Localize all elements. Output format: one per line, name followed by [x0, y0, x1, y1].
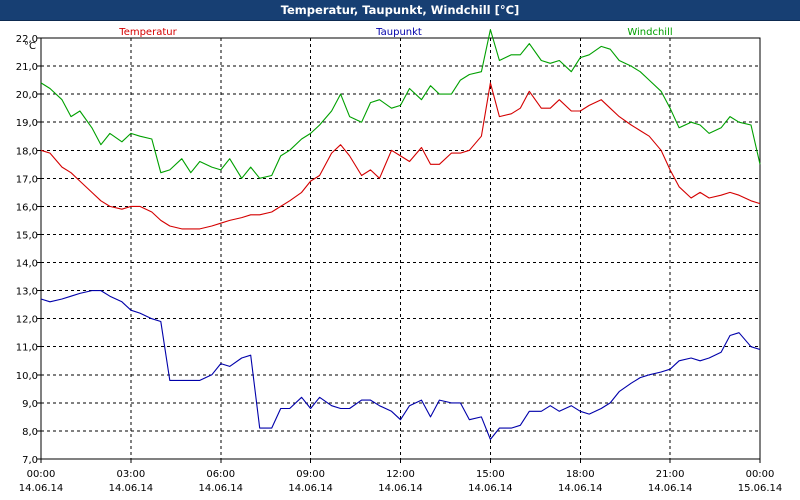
line-chart: 7,0 8,0 9,0 10,0 11,0 12,0 13,0 14,0 15,0 16,0 17,…	[16, 27, 783, 494]
x-tick-time: 00:00	[27, 469, 56, 480]
x-tick-time: 00:00	[746, 469, 775, 480]
x-tick-date: 14.06.14	[558, 483, 603, 494]
x-tick-date: 14.06.14	[648, 483, 693, 494]
y-tick-label: 17,0	[16, 174, 38, 185]
x-tick-time: 03:00	[116, 469, 145, 480]
x-tick-time: 09:00	[296, 469, 325, 480]
y-tick-label: 18,0	[16, 146, 38, 157]
y-tick-label: 14,0	[16, 259, 38, 270]
y-tick-label: 11,0	[16, 343, 38, 354]
chart-area: 7,0 8,0 9,0 10,0 11,0 12,0 13,0 14,0 15,0 16,0 17,…	[0, 21, 800, 500]
y-tick-label: 22,0	[16, 34, 38, 45]
x-tick-date: 14.06.14	[109, 483, 154, 494]
x-tick-date: 14.06.14	[378, 483, 423, 494]
x-tick-date: 14.06.14	[468, 483, 513, 494]
plot-frame	[40, 37, 761, 460]
x-tick-time: 12:00	[386, 469, 415, 480]
y-tick-label: 8,0	[22, 427, 38, 438]
y-tick-label: 20,0	[16, 90, 38, 101]
series-line-temperatur	[40, 82, 761, 230]
y-tick-label: 13,0	[16, 287, 38, 298]
y-tick-label: 12,0	[16, 315, 38, 326]
y-tick-label: 7,0	[22, 455, 38, 466]
x-tick-time: 18:00	[566, 469, 595, 480]
title-bar: Temperatur, Taupunkt, Windchill [°C]	[0, 0, 800, 21]
y-tick-label: 10,0	[16, 371, 38, 382]
legend-taupunkt: Taupunkt	[375, 27, 422, 38]
legend-temperatur: Temperatur	[118, 27, 177, 38]
series-line-windchill	[40, 29, 761, 179]
y-tick-label: 21,0	[16, 62, 38, 73]
x-tick-date: 14.06.14	[288, 483, 333, 494]
x-tick-date: 14.06.14	[198, 483, 243, 494]
x-tick-date: 15.06.14	[738, 483, 783, 494]
legend-windchill: Windchill	[627, 27, 672, 38]
x-tick-time: 15:00	[476, 469, 505, 480]
y-tick-label: 15,0	[16, 230, 38, 241]
y-tick-label: 16,0	[16, 202, 38, 213]
x-tick-date: 14.06.14	[19, 483, 64, 494]
y-tick-label: 19,0	[16, 118, 38, 129]
x-tick-time: 06:00	[206, 469, 235, 480]
x-tick-time: 21:00	[656, 469, 685, 480]
y-tick-label: 9,0	[22, 399, 38, 410]
window-title: Temperatur, Taupunkt, Windchill [°C]	[280, 3, 520, 17]
y-unit-label: °C	[24, 41, 36, 52]
series-line-taupunkt	[40, 290, 761, 440]
